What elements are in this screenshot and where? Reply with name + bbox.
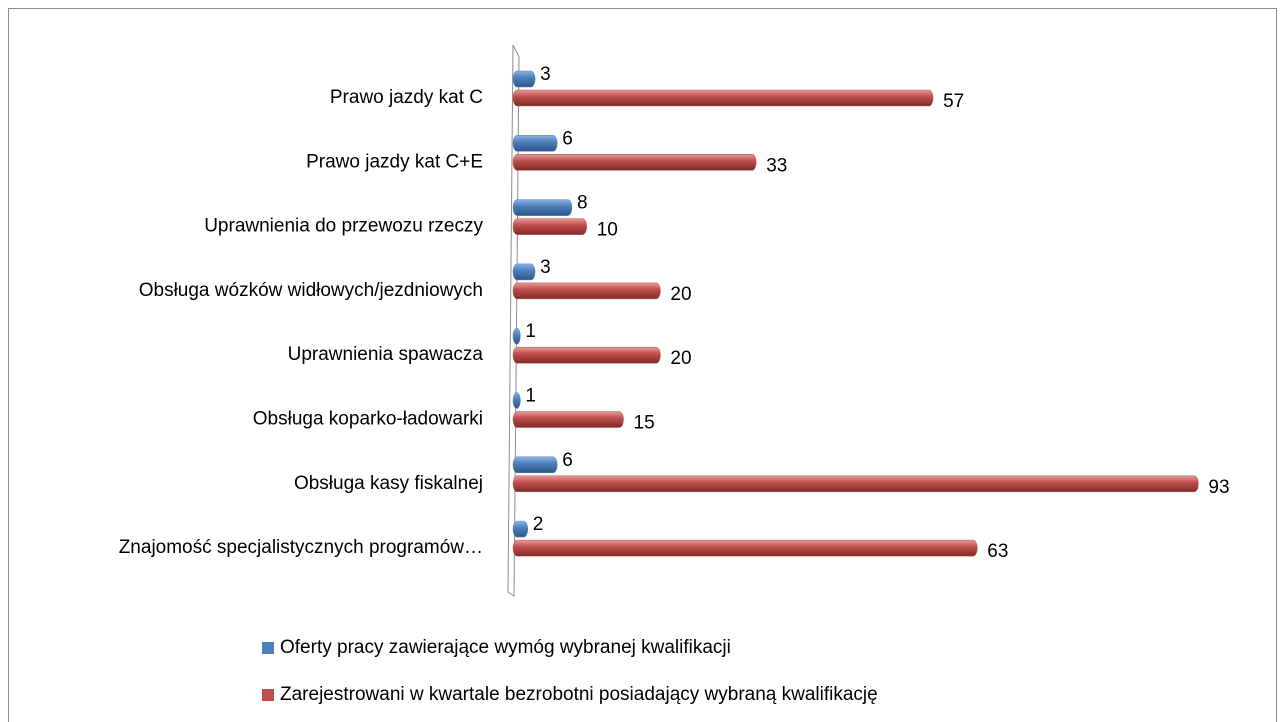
value-label: 6	[562, 128, 573, 149]
value-label: 3	[540, 257, 551, 278]
category-label: Prawo jazdy kat C	[330, 87, 483, 108]
category-label: Uprawnienia spawacza	[288, 344, 484, 365]
legend-label: Zarejestrowani w kwartale bezrobotni pos…	[280, 684, 878, 705]
value-label: 63	[987, 541, 1008, 562]
bar	[512, 346, 661, 364]
frame	[8, 8, 1277, 722]
value-label: 6	[562, 450, 573, 471]
axis-wall	[507, 44, 520, 597]
category-label: Znajomość specjalistycznych programów…	[119, 537, 483, 558]
legend-swatch	[262, 642, 274, 654]
category-label: Obsługa koparko-ładowarki	[253, 409, 483, 430]
value-label: 33	[766, 155, 787, 176]
bar	[512, 456, 558, 474]
category-label: Uprawnienia do przewozu rzeczy	[204, 216, 483, 237]
bar	[512, 475, 1199, 493]
bar	[512, 282, 661, 300]
bar	[512, 89, 934, 107]
value-label: 3	[540, 64, 551, 85]
value-label: 10	[597, 220, 618, 241]
bar	[512, 392, 521, 409]
category-label: Obsługa kasy fiskalnej	[294, 473, 483, 494]
bar	[512, 218, 587, 235]
value-label: 15	[634, 413, 655, 434]
value-label: 8	[577, 193, 588, 214]
legend-swatch	[262, 689, 274, 701]
bar	[512, 70, 536, 88]
value-label: 57	[943, 91, 964, 112]
bar	[512, 199, 573, 216]
bar	[512, 135, 558, 152]
value-label: 93	[1208, 477, 1229, 498]
value-label: 1	[525, 321, 536, 342]
category-label: Prawo jazdy kat C+E	[306, 151, 483, 172]
bar	[512, 539, 978, 557]
bar	[512, 411, 624, 428]
value-label: 2	[533, 514, 544, 535]
value-label: 20	[670, 348, 691, 369]
value-label: 1	[525, 386, 536, 407]
bar	[512, 327, 521, 345]
value-label: 20	[670, 284, 691, 305]
bar	[512, 263, 536, 281]
bar	[512, 520, 528, 538]
bar	[512, 154, 757, 171]
category-label: Obsługa wózków widłowych/jezdniowych	[139, 280, 483, 301]
legend-label: Oferty pracy zawierające wymóg wybranej …	[280, 637, 731, 658]
